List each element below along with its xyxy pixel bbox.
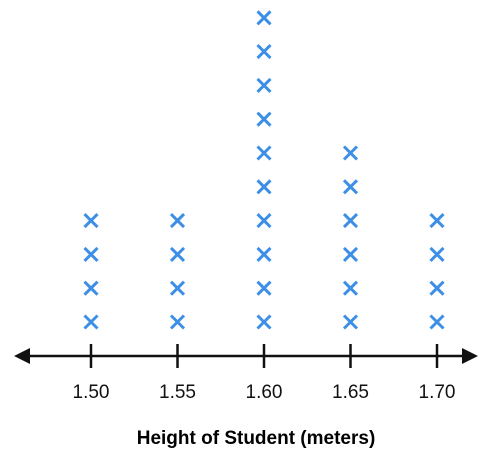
data-point-x-marker (342, 280, 359, 296)
data-point-x-marker (169, 213, 186, 229)
data-point-x-marker (83, 280, 99, 296)
data-point-x-marker (256, 77, 272, 93)
data-point-x-marker (169, 280, 186, 296)
data-point-x-marker (256, 213, 272, 229)
data-point-x-marker (429, 246, 445, 262)
axis-arrow-left (14, 348, 30, 364)
data-point-x-marker (429, 314, 445, 330)
data-point-x-marker (169, 246, 186, 262)
data-point-x-marker (342, 179, 359, 195)
x-tick-label: 1.50 (73, 382, 110, 403)
x-tick-label: 1.65 (332, 382, 369, 403)
data-point-x-marker (342, 246, 359, 262)
data-point-x-marker (256, 111, 272, 127)
data-point-x-marker (83, 314, 99, 330)
data-point-x-marker (83, 246, 99, 262)
data-point-x-marker (256, 145, 272, 161)
x-axis-title: Height of Student (meters) (137, 428, 376, 449)
data-point-x-marker (429, 213, 445, 229)
data-point-x-marker (342, 213, 359, 229)
data-point-x-marker (342, 314, 359, 330)
x-tick-label: 1.70 (419, 382, 456, 403)
data-point-x-marker (256, 44, 272, 60)
data-point-x-marker (256, 280, 272, 296)
x-tick-label: 1.55 (159, 382, 196, 403)
plot-marks (83, 10, 445, 330)
axis-arrow-right (462, 348, 478, 364)
x-axis: 1.50 1.55 1.60 1.65 1.70 (14, 344, 478, 403)
data-point-x-marker (342, 145, 359, 161)
data-point-x-marker (83, 213, 99, 229)
data-point-x-marker (256, 246, 272, 262)
data-point-x-marker (256, 10, 272, 26)
data-point-x-marker (256, 179, 272, 195)
x-tick-label: 1.60 (246, 382, 283, 403)
data-point-x-marker (169, 314, 186, 330)
data-point-x-marker (256, 314, 272, 330)
data-point-x-marker (429, 280, 445, 296)
